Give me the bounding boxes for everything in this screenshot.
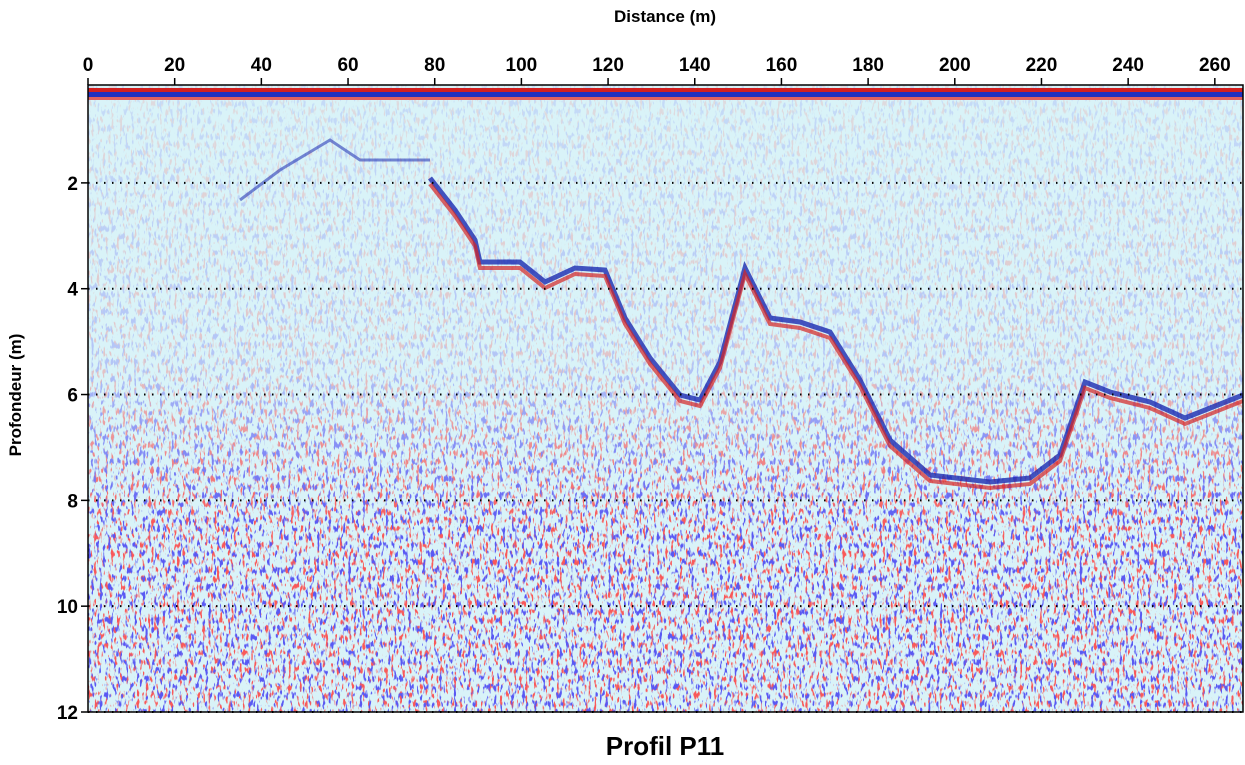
chart-title: Profil P11	[606, 731, 725, 761]
x-tick-label: 40	[251, 55, 272, 76]
y-tick-label: 6	[67, 386, 78, 407]
radargram-image	[88, 85, 1243, 712]
y-tick-label: 12	[57, 703, 78, 724]
y-tick-label: 10	[57, 597, 78, 618]
x-tick-label: 80	[424, 55, 445, 76]
x-tick-label: 60	[337, 55, 358, 76]
x-tick-label: 180	[852, 55, 884, 76]
x-tick-label: 120	[592, 55, 624, 76]
y-tick-label: 2	[67, 174, 78, 195]
x-tick-label: 240	[1112, 55, 1144, 76]
x-tick-label: 220	[1026, 55, 1058, 76]
x-tick-label: 20	[164, 55, 185, 76]
x-tick-label: 0	[83, 55, 94, 76]
y-tick-label: 4	[67, 280, 78, 301]
x-axis-label: Distance (m)	[614, 7, 716, 26]
x-tick-label: 100	[506, 55, 538, 76]
x-tick-label: 140	[679, 55, 711, 76]
y-tick-label: 8	[67, 491, 78, 512]
y-axis-label: Profondeur (m)	[6, 334, 25, 457]
x-tick-label: 160	[766, 55, 798, 76]
x-tick-label: 260	[1199, 55, 1231, 76]
x-tick-label: 200	[939, 55, 971, 76]
